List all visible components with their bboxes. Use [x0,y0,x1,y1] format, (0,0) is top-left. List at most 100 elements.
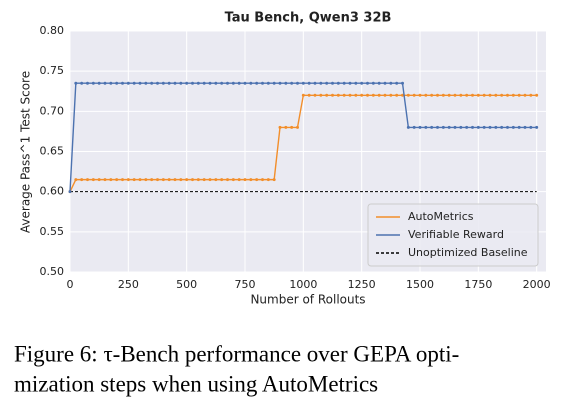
point [237,178,241,182]
point [535,93,539,97]
x-tick-label: 250 [118,278,139,291]
point [249,178,253,182]
point [115,81,119,85]
point [185,81,189,85]
point [126,81,130,85]
x-tick-label: 750 [235,278,256,291]
point [173,178,177,182]
point [430,93,434,97]
point [156,178,159,182]
point [226,178,229,182]
point [348,93,352,97]
point [150,178,154,182]
point [412,93,416,97]
point [91,81,95,85]
point [296,125,299,129]
point [121,81,124,85]
point [243,178,247,182]
point [360,93,364,97]
point [471,93,474,97]
point [406,93,410,97]
point [290,125,294,129]
y-tick-label: 0.60 [40,185,65,198]
x-tick-label: 0 [67,278,74,291]
point [179,81,183,85]
point [191,81,194,85]
point [214,178,218,182]
point [430,125,434,129]
point [488,93,492,97]
point [441,93,445,97]
point [103,178,107,182]
point [336,81,340,85]
point [436,125,439,129]
point [336,93,340,97]
legend-label: AutoMetrics [408,210,474,223]
legend-label: Unoptimized Baseline [408,246,528,259]
point [476,93,480,97]
point [173,81,177,85]
chart-title: Tau Bench, Qwen3 32B [225,11,392,26]
point [377,81,381,85]
point [342,81,346,85]
point [506,93,509,97]
point [196,81,200,85]
point [371,93,375,97]
point [150,81,154,85]
point [144,178,148,182]
point [389,93,393,97]
point [284,81,288,85]
point [494,125,498,129]
point [360,81,364,85]
point [86,81,89,85]
point [500,125,504,129]
point [144,81,148,85]
point [220,178,224,182]
point [517,93,521,97]
legend-label: Verifiable Reward [408,228,504,241]
point [278,81,282,85]
point [255,178,259,182]
point [465,93,469,97]
point [231,178,235,182]
point [307,93,311,97]
point [523,125,527,129]
point [354,93,358,97]
legend-box [367,203,539,267]
point [132,178,136,182]
point [179,178,183,182]
point [406,125,410,129]
point [266,178,270,182]
y-tick-label: 0.80 [40,24,65,37]
point [482,93,486,97]
x-tick-label: 1500 [406,278,434,291]
point [202,178,206,182]
point [115,178,119,182]
y-tick-label: 0.55 [40,225,65,238]
point [74,178,78,182]
y-tick-label: 0.50 [40,265,65,278]
point [97,81,101,85]
point [424,93,428,97]
point [226,81,229,85]
point [331,81,334,85]
point [500,93,504,97]
point [196,178,200,182]
caption-line: mization steps when using AutoMetrics [14,371,378,396]
point [471,125,474,129]
point [535,125,539,129]
point [424,125,428,129]
point [156,81,159,85]
point [266,81,270,85]
point [325,93,329,97]
point [74,81,78,85]
point [436,93,439,97]
point [249,81,253,85]
point [494,93,498,97]
y-tick-label: 0.70 [40,104,65,117]
point [319,81,323,85]
point [109,178,113,182]
point [319,93,323,97]
point [459,93,463,97]
